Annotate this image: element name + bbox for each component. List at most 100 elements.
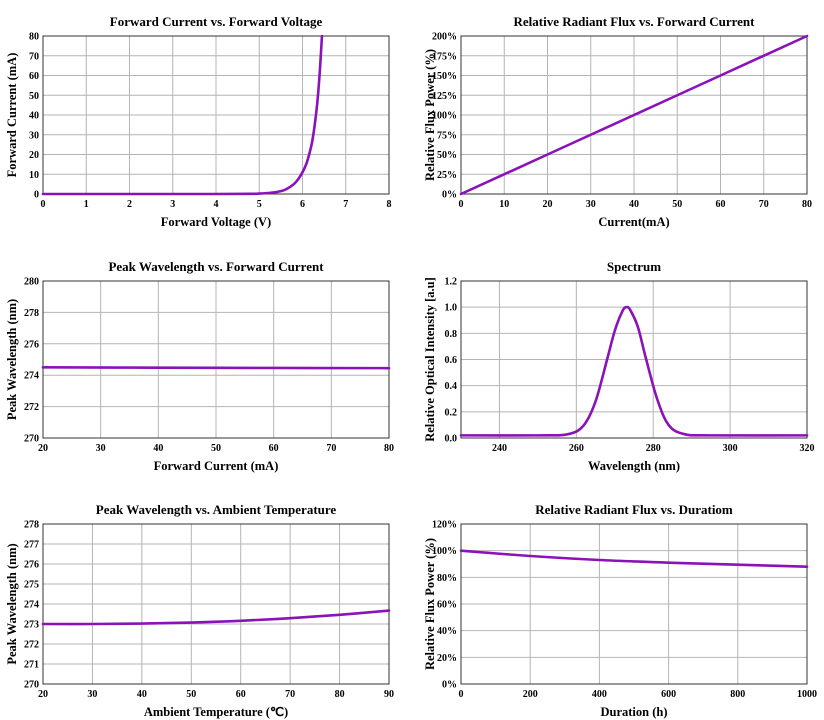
- x-axis-label: Ambient Temperature (℃): [144, 705, 288, 719]
- x-tick-label: 40: [153, 443, 163, 454]
- x-tick-label: 280: [646, 443, 661, 454]
- y-tick-label: 50%: [437, 150, 457, 161]
- x-tick-label: 320: [800, 443, 815, 454]
- y-tick-label: 0.0: [445, 434, 458, 445]
- y-tick-label: 1.2: [445, 277, 458, 288]
- y-tick-label: 274: [24, 600, 39, 611]
- y-axis-label: Peak Wavelength (nm): [5, 299, 19, 420]
- y-tick-label: 276: [24, 339, 39, 350]
- chart-title: Forward Current vs. Forward Voltage: [110, 14, 323, 29]
- y-tick-label: 0.6: [445, 355, 458, 366]
- x-tick-label: 40: [629, 199, 639, 210]
- y-tick-label: 272: [24, 640, 39, 651]
- chart-panel-4: 240 260 280 300 320 0.0 0.2 0.4 0.6 0.8 1.0 1.2 Spec…: [423, 259, 815, 473]
- chart-panel-3: 20 30 40 50 60 70 80 270 272 274 276 278 280 Peak Wav…: [5, 259, 394, 473]
- x-axis-label: Wavelength (nm): [588, 459, 680, 473]
- x-tick-label: 2: [127, 199, 132, 210]
- x-tick-label: 400: [592, 689, 607, 700]
- chart-title: Relative Radiant Flux vs. Duratiom: [535, 502, 733, 517]
- y-tick-label: 0.8: [445, 329, 458, 340]
- y-tick-label: 10: [29, 170, 39, 181]
- plot-frame: [460, 523, 808, 685]
- y-tick-label: 0.4: [445, 381, 458, 392]
- x-tick-label: 70: [285, 689, 295, 700]
- x-tick-label: 200: [523, 689, 538, 700]
- y-tick-label: 40: [29, 111, 39, 122]
- x-tick-label: 6: [300, 199, 305, 210]
- x-tick-label: 20: [543, 199, 553, 210]
- x-tick-label: 70: [326, 443, 336, 454]
- y-tick-label: 278: [24, 308, 39, 319]
- x-tick-label: 0: [459, 689, 464, 700]
- x-tick-label: 0: [459, 199, 464, 210]
- series-line: [459, 305, 809, 437]
- y-tick-label: 0%: [442, 680, 457, 691]
- x-axis-label: Duration (h): [600, 705, 667, 719]
- y-tick-label: 1.0: [445, 303, 458, 314]
- y-tick-label: 100%: [432, 546, 457, 557]
- y-tick-label: 60: [29, 71, 39, 82]
- y-tick-label: 70: [29, 51, 39, 62]
- y-tick-label: 272: [24, 402, 39, 413]
- x-axis-label: Forward Current (mA): [154, 459, 279, 473]
- x-tick-label: 60: [269, 443, 279, 454]
- chart-panel-6: 0 200 400 600 800 1000 0% 20% 40% 60% 80% 100% 120% R…: [423, 502, 817, 719]
- y-tick-label: 20%: [437, 653, 457, 664]
- y-tick-label: 40%: [437, 626, 457, 637]
- y-axis-label: Forward Current (mA): [5, 53, 19, 178]
- x-tick-label: 80: [802, 199, 812, 210]
- chart-title: Peak Wavelength vs. Ambient Temperature: [96, 502, 337, 517]
- y-tick-label: 0: [34, 190, 39, 201]
- plot-frame: [42, 523, 390, 685]
- series-line: [41, 609, 391, 626]
- x-tick-label: 4: [214, 199, 219, 210]
- x-tick-label: 40: [137, 689, 147, 700]
- x-tick-label: 0: [41, 199, 46, 210]
- chart-title: Peak Wavelength vs. Forward Current: [108, 259, 324, 274]
- y-axis-label: Peak Wavelength (nm): [5, 543, 19, 664]
- y-tick-label: 278: [24, 520, 39, 531]
- y-axis-label: Relative Optical Intensity [a.u]: [423, 277, 437, 442]
- series-line: [41, 366, 391, 370]
- x-tick-label: 10: [499, 199, 509, 210]
- x-tick-label: 90: [384, 689, 394, 700]
- y-tick-label: 276: [24, 560, 39, 571]
- x-tick-label: 30: [96, 443, 106, 454]
- y-tick-label: 80: [29, 32, 39, 43]
- y-tick-label: 270: [24, 434, 39, 445]
- y-tick-label: 150%: [432, 71, 457, 82]
- x-axis-label: Forward Voltage (V): [161, 215, 271, 229]
- y-tick-label: 20: [29, 150, 39, 161]
- x-tick-label: 20: [38, 689, 48, 700]
- x-tick-label: 8: [387, 199, 392, 210]
- x-tick-label: 260: [569, 443, 584, 454]
- y-tick-label: 277: [24, 540, 39, 551]
- x-tick-label: 30: [586, 199, 596, 210]
- x-tick-label: 3: [170, 199, 175, 210]
- plot-frame: [42, 280, 390, 439]
- x-tick-label: 5: [257, 199, 262, 210]
- x-tick-label: 1000: [797, 689, 817, 700]
- y-axis-label: Relative Flux Power (%): [423, 49, 437, 181]
- x-tick-label: 50: [186, 689, 196, 700]
- y-tick-label: 0.2: [445, 407, 458, 418]
- x-tick-label: 30: [87, 689, 97, 700]
- x-tick-label: 1: [84, 199, 89, 210]
- x-tick-label: 80: [335, 689, 345, 700]
- x-tick-label: 60: [716, 199, 726, 210]
- y-tick-label: 280: [24, 277, 39, 288]
- y-tick-label: 270: [24, 680, 39, 691]
- plot-frame: [460, 280, 808, 439]
- y-tick-label: 273: [24, 620, 39, 631]
- y-tick-label: 125%: [432, 91, 457, 102]
- x-tick-label: 800: [730, 689, 745, 700]
- x-tick-label: 60: [236, 689, 246, 700]
- series-line: [459, 549, 809, 568]
- y-tick-label: 50: [29, 91, 39, 102]
- x-tick-label: 80: [384, 443, 394, 454]
- x-tick-label: 70: [759, 199, 769, 210]
- x-axis-label: Current(mA): [598, 215, 669, 229]
- y-tick-label: 271: [24, 660, 39, 671]
